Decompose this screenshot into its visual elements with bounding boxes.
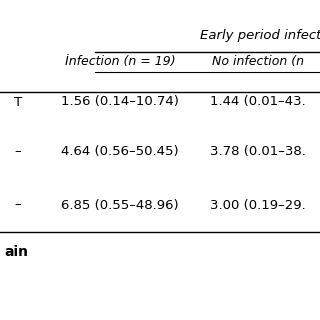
Text: İnfection (n = 19): İnfection (n = 19) <box>65 55 175 68</box>
Text: 3.00 (0.19–29.: 3.00 (0.19–29. <box>210 198 306 212</box>
Text: T: T <box>14 95 22 108</box>
Text: 4.64 (0.56–50.45): 4.64 (0.56–50.45) <box>61 146 179 158</box>
Text: 6.85 (0.55–48.96): 6.85 (0.55–48.96) <box>61 198 179 212</box>
Text: –: – <box>14 198 20 212</box>
Text: 3.78 (0.01–38.: 3.78 (0.01–38. <box>210 146 306 158</box>
Text: 1.44 (0.01–43.: 1.44 (0.01–43. <box>210 95 306 108</box>
Text: –: – <box>14 146 20 158</box>
Text: Early period infectio: Early period infectio <box>200 28 320 42</box>
Text: 1.56 (0.14–10.74): 1.56 (0.14–10.74) <box>61 95 179 108</box>
Text: No infection (n: No infection (n <box>212 55 304 68</box>
Text: ain: ain <box>4 245 28 259</box>
